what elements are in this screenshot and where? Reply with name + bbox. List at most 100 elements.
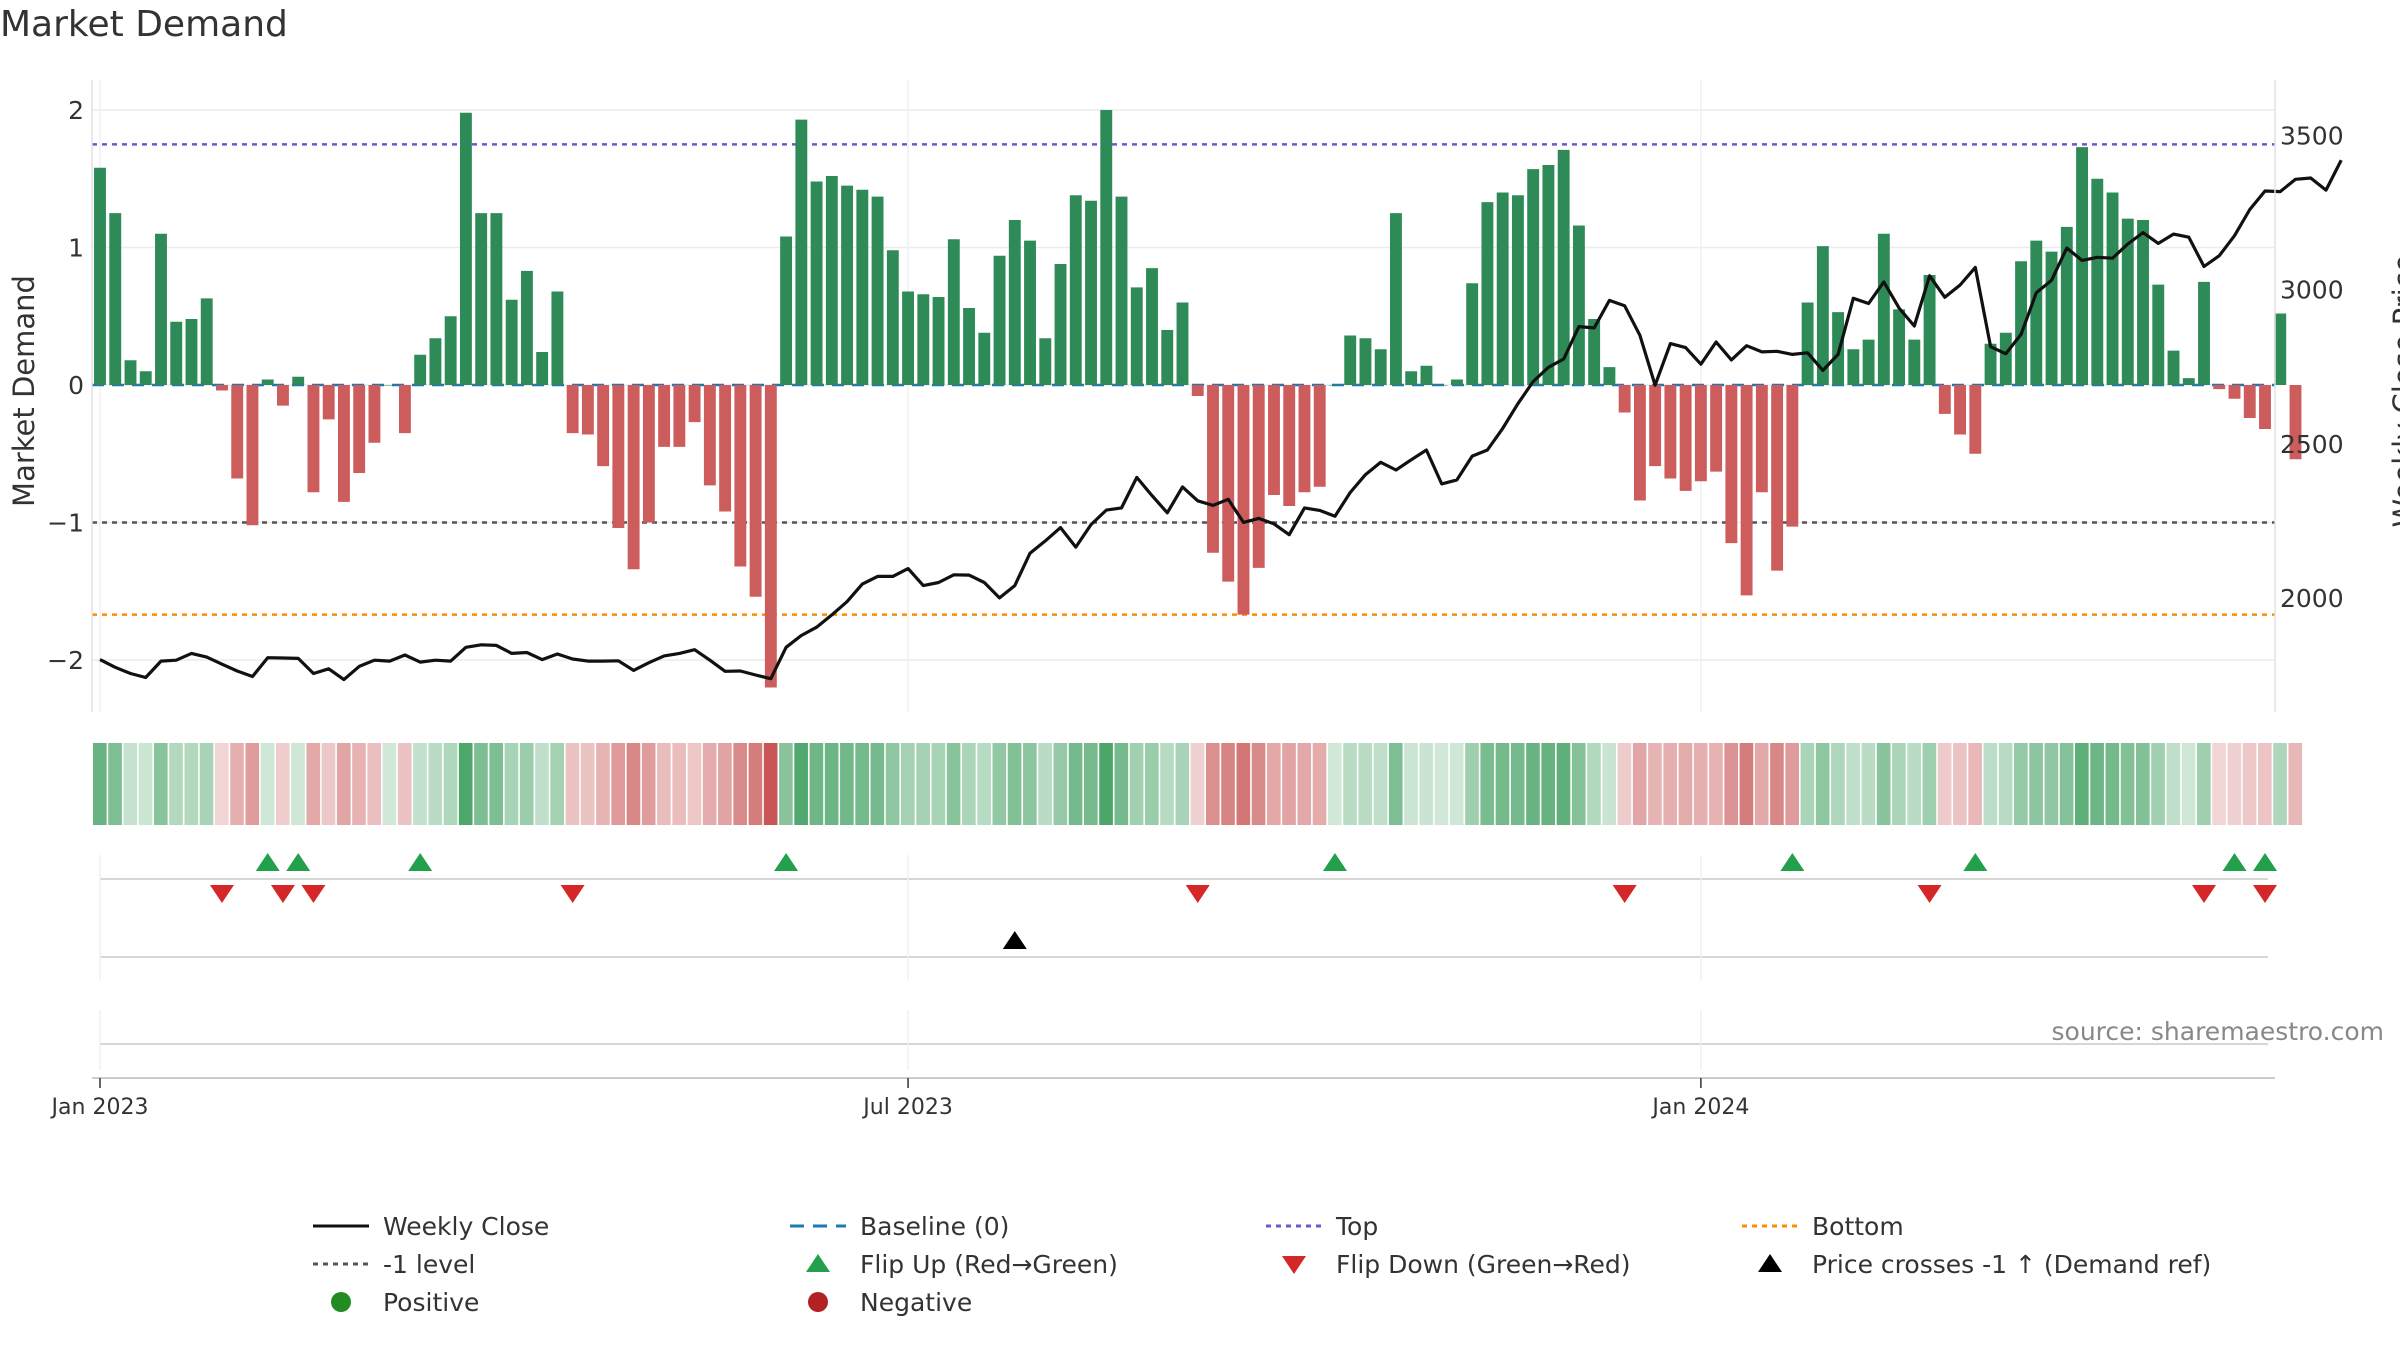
demand-bar: [231, 385, 244, 479]
heatmap-cell: [2181, 743, 2196, 825]
heatmap-cell: [946, 743, 961, 825]
demand-bar: [581, 385, 594, 435]
demand-bar: [703, 385, 716, 486]
triangle-up-black-icon: [1734, 1246, 1806, 1282]
heatmap-cell: [1129, 743, 1144, 825]
heatmap-cell: [1190, 743, 1205, 825]
heatmap-cell: [367, 743, 382, 825]
legend-label: Baseline (0): [860, 1211, 1010, 1241]
heatmap-cell: [1526, 743, 1540, 825]
demand-bar: [1694, 385, 1707, 482]
heatmap-cell: [733, 743, 747, 825]
heatmap-cell: [596, 743, 610, 825]
demand-bar: [932, 297, 945, 385]
demand-bar: [1283, 385, 1296, 506]
heatmap-cell: [718, 743, 732, 825]
heatmap-cell: [1480, 743, 1495, 825]
demand-bar: [1801, 302, 1814, 385]
heatmap-cell: [275, 743, 290, 825]
demand-bar: [1999, 332, 2012, 385]
heatmap-cell: [108, 743, 122, 825]
y-tick-label-left: −2: [47, 646, 84, 675]
heatmap-cell: [1709, 743, 1723, 825]
demand-bar: [1816, 246, 1829, 386]
demand-bar: [139, 371, 152, 385]
legend-item-flip-down: Flip Down (Green→Red): [1258, 1246, 1631, 1282]
heatmap-cell: [1785, 743, 1799, 825]
demand-bar: [124, 360, 137, 385]
heatmap-cell: [2273, 743, 2287, 825]
legend-item-baseline: Baseline (0): [782, 1208, 1009, 1244]
demand-bar: [1740, 385, 1753, 596]
demand-bar: [856, 189, 869, 385]
demand-bar: [1496, 192, 1509, 385]
heatmap-cell: [1754, 743, 1769, 825]
demand-bar: [414, 354, 427, 385]
heatmap-cell: [550, 743, 565, 825]
demand-bar: [1039, 338, 1052, 385]
legend-item-minus-one-level: -1 level: [305, 1246, 475, 1282]
heatmap-cell: [1084, 743, 1098, 825]
flip-down-marker: [1917, 885, 1942, 903]
heatmap-cell: [1983, 743, 1998, 825]
heatmap-cell: [1663, 743, 1678, 825]
demand-bar: [642, 385, 655, 523]
y-tick-label-right: 2000: [2280, 584, 2344, 613]
legend-label: Weekly Close: [383, 1211, 550, 1241]
heatmap-cell: [474, 743, 488, 825]
demand-bar: [1603, 367, 1616, 386]
heatmap-cell: [199, 743, 214, 825]
demand-bar: [1405, 371, 1418, 385]
heatmap-cell: [2166, 743, 2181, 825]
heatmap-cell: [763, 743, 778, 825]
demand-bar: [1222, 385, 1235, 582]
heatmap-cell: [992, 743, 1007, 825]
demand-bar: [1450, 379, 1463, 385]
demand-bar: [1542, 165, 1555, 385]
heatmap-cell: [1099, 743, 1113, 825]
legend-line-dotted-icon: [1734, 1208, 1806, 1244]
heatmap-cell: [1282, 743, 1296, 825]
flip-up-marker: [1322, 853, 1347, 871]
heatmap-cell: [2120, 743, 2135, 825]
demand-bar: [170, 321, 183, 385]
demand-bar: [764, 385, 777, 688]
heatmap-cell: [1937, 743, 1952, 825]
heatmap-cell: [1648, 743, 1662, 825]
demand-bar: [1115, 196, 1128, 385]
heatmap-cell: [1343, 743, 1357, 825]
demand-bar: [688, 385, 701, 423]
flip-down-marker: [301, 885, 326, 903]
demand-bar: [1313, 385, 1326, 487]
heatmap-cell: [1632, 743, 1647, 825]
demand-bar: [155, 233, 167, 385]
heatmap-cell: [1449, 743, 1464, 825]
demand-bar: [2030, 240, 2043, 386]
heatmap-cell: [672, 743, 686, 825]
legend-line-dotted-icon: [1258, 1208, 1330, 1244]
demand-bar: [1344, 335, 1357, 385]
demand-bar: [871, 196, 884, 385]
demand-heatmap-strip: [92, 743, 2303, 825]
heatmap-cell: [1053, 743, 1068, 825]
heatmap-cell: [489, 743, 504, 825]
heatmap-cell: [840, 743, 854, 825]
flip-up-marker: [2222, 853, 2247, 871]
heatmap-cell: [1144, 743, 1159, 825]
demand-bar: [963, 308, 975, 385]
price-line-layer: [99, 159, 2343, 682]
flip-up-marker: [774, 853, 799, 871]
demand-bar: [749, 385, 762, 597]
demand-bar: [1390, 213, 1402, 386]
demand-bar: [1710, 385, 1723, 472]
demand-bar: [1938, 385, 1951, 414]
heatmap-cell: [214, 743, 229, 825]
flip-up-marker: [2253, 853, 2277, 871]
demand-bar: [1435, 385, 1448, 386]
demand-bar: [1725, 385, 1738, 544]
demand-bar: [2243, 385, 2256, 418]
heatmap-cell: [504, 743, 519, 825]
flip-up-marker: [1780, 853, 1805, 871]
heatmap-cell: [855, 743, 869, 825]
demand-bar: [1329, 385, 1341, 386]
